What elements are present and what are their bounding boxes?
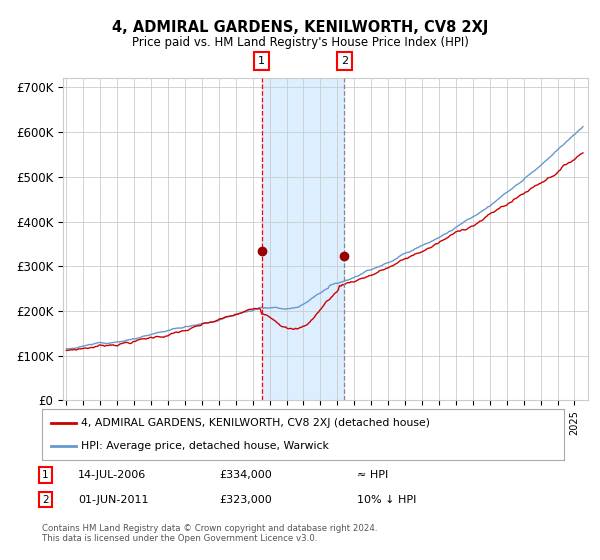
- Text: HPI: Average price, detached house, Warwick: HPI: Average price, detached house, Warw…: [81, 441, 329, 451]
- Text: £323,000: £323,000: [219, 494, 272, 505]
- Text: ≈ HPI: ≈ HPI: [357, 470, 388, 480]
- Text: 10% ↓ HPI: 10% ↓ HPI: [357, 494, 416, 505]
- Bar: [262, 78, 344, 400]
- Text: £334,000: £334,000: [219, 470, 272, 480]
- Text: 1: 1: [259, 55, 265, 66]
- Text: Price paid vs. HM Land Registry's House Price Index (HPI): Price paid vs. HM Land Registry's House …: [131, 36, 469, 49]
- Text: 14-JUL-2006: 14-JUL-2006: [78, 470, 146, 480]
- Text: 4, ADMIRAL GARDENS, KENILWORTH, CV8 2XJ: 4, ADMIRAL GARDENS, KENILWORTH, CV8 2XJ: [112, 20, 488, 35]
- Text: 4, ADMIRAL GARDENS, KENILWORTH, CV8 2XJ (detached house): 4, ADMIRAL GARDENS, KENILWORTH, CV8 2XJ …: [81, 418, 430, 428]
- Text: Contains HM Land Registry data © Crown copyright and database right 2024.
This d: Contains HM Land Registry data © Crown c…: [42, 524, 377, 543]
- Text: 2: 2: [42, 494, 49, 505]
- Text: 1: 1: [42, 470, 49, 480]
- Text: 2: 2: [341, 55, 348, 66]
- Text: 01-JUN-2011: 01-JUN-2011: [78, 494, 149, 505]
